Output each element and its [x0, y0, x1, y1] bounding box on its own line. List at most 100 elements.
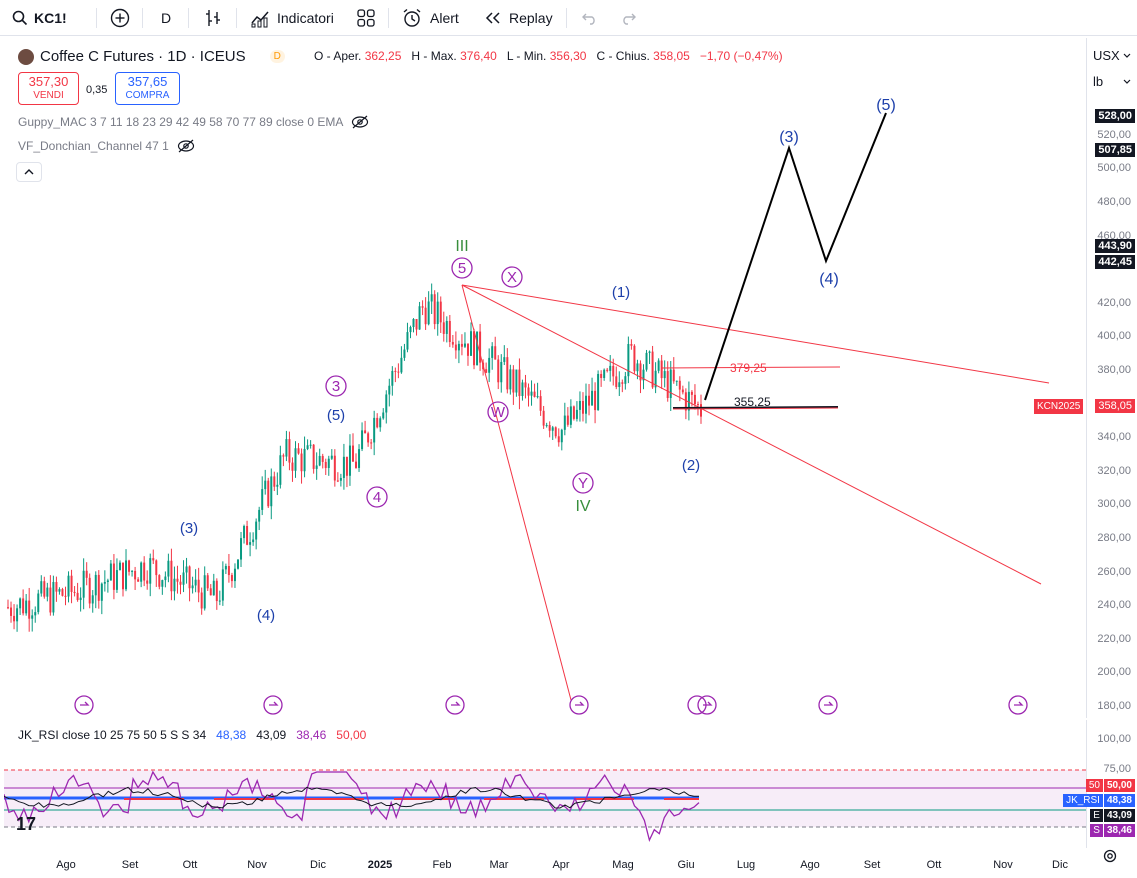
- candle-body: [451, 341, 454, 345]
- candle-body: [466, 343, 469, 356]
- candle-body: [103, 582, 106, 584]
- candle-body: [648, 351, 651, 353]
- candle-body: [25, 600, 28, 614]
- chart-legend-title[interactable]: Coffee C Futures · 1D · ICEUS D: [18, 48, 285, 65]
- candle-body: [557, 436, 560, 443]
- candle-body: [336, 480, 339, 482]
- price-chart-canvas[interactable]: (3) (4) (5) 3 4 5 III X W Y IV (1) (2) (…: [4, 38, 1086, 718]
- indicator-guppy[interactable]: Guppy_MAC 3 7 11 18 23 29 42 49 58 70 77…: [18, 115, 369, 129]
- candle-body: [460, 343, 463, 347]
- time-axis-label: Lug: [736, 859, 756, 871]
- candle-body: [339, 477, 342, 481]
- candle-body: [273, 476, 276, 487]
- candle-body: [100, 583, 103, 601]
- chevron-down-icon: [1123, 53, 1131, 58]
- candle-body: [288, 439, 291, 463]
- indicators-button[interactable]: Indicatori: [250, 0, 334, 36]
- wave-label: (1): [612, 284, 630, 301]
- candle-body: [270, 476, 273, 507]
- candle-body: [615, 376, 618, 387]
- rsi-axis[interactable]: 100,00 75,00 50 50,00 JK_RSI 48,38 E 43,09 …: [1063, 720, 1137, 848]
- compare-symbol-button[interactable]: [110, 0, 130, 36]
- collapse-legend-button[interactable]: [16, 162, 42, 182]
- unit-selector[interactable]: lb: [1089, 70, 1135, 92]
- candle-body: [221, 569, 224, 601]
- time-axis[interactable]: Ago Set Ott Nov Dic 2025 Feb Mar Apr Mag Giu Lug Ago…: [4, 848, 1086, 878]
- candle-body: [309, 444, 312, 446]
- layouts-button[interactable]: [357, 0, 375, 36]
- indicator-donchian-label: VF_Donchian_Channel 47 1: [18, 139, 169, 153]
- price-axis-tick: 340,00: [1097, 431, 1131, 444]
- chart-area[interactable]: (3) (4) (5) 3 4 5 III X W Y IV (1) (2) (…: [0, 38, 1137, 878]
- eye-hidden-icon[interactable]: [177, 139, 195, 153]
- candle-body: [315, 465, 318, 469]
- candle-body: [651, 351, 654, 388]
- eye-hidden-icon[interactable]: [351, 115, 369, 129]
- candle-body: [621, 382, 624, 384]
- candle-body: [609, 365, 612, 371]
- main-price-pane[interactable]: (3) (4) (5) 3 4 5 III X W Y IV (1) (2) (…: [4, 38, 1086, 718]
- redo-button[interactable]: [619, 0, 637, 36]
- candle-body: [282, 455, 285, 457]
- candle-body: [128, 560, 131, 572]
- price-axis-tick: 300,00: [1097, 498, 1131, 511]
- candle-body: [491, 346, 494, 358]
- candle-body: [46, 587, 49, 597]
- candle-body: [515, 369, 518, 393]
- price-axis[interactable]: USX lb 520,00 500,00 480,00 460,00 420,00 400…: [1086, 38, 1137, 718]
- candle-body: [654, 370, 657, 388]
- candle-body: [76, 592, 79, 601]
- buy-button[interactable]: 357,65 COMPRA: [115, 72, 180, 105]
- currency-selector[interactable]: USX: [1089, 44, 1135, 66]
- candle-body: [497, 359, 500, 383]
- candle-body: [342, 456, 345, 478]
- candle-body: [442, 322, 445, 334]
- bar-chart-type-icon: [206, 10, 220, 26]
- candle-body: [118, 562, 121, 571]
- alert-button[interactable]: Alert: [402, 0, 459, 36]
- time-axis-label: Dic: [310, 859, 326, 871]
- sell-button[interactable]: 357,30 VENDI: [18, 72, 79, 105]
- candle-body: [312, 444, 315, 469]
- indicator-donchian[interactable]: VF_Donchian_Channel 47 1: [18, 139, 195, 153]
- candle-body: [603, 369, 606, 378]
- price-axis-tick: 180,00: [1097, 700, 1131, 712]
- candle-body: [215, 580, 218, 602]
- symbol-search-button[interactable]: KC1!: [12, 0, 67, 36]
- candle-body: [388, 385, 391, 395]
- chevron-down-icon: [1123, 79, 1131, 84]
- price-tag-507: 507,85: [1095, 143, 1135, 157]
- candle-body: [264, 480, 267, 490]
- marker-arrows: [80, 701, 1024, 706]
- replay-button[interactable]: Replay: [484, 0, 553, 36]
- candle-body: [55, 581, 58, 592]
- candle-body: [355, 461, 358, 468]
- candle-body: [597, 373, 600, 411]
- candle-body: [212, 580, 215, 596]
- candle-body: [294, 448, 297, 471]
- time-axis-label: Mar: [489, 859, 509, 871]
- undo-button[interactable]: [581, 0, 599, 36]
- alarm-clock-icon: [403, 8, 421, 27]
- rsi-legend[interactable]: JK_RSI close 10 25 75 50 5 S S 34 48,38 …: [18, 728, 367, 742]
- candle-body: [700, 404, 702, 417]
- rsi-chart-canvas[interactable]: 17: [4, 720, 1086, 848]
- upper-trendline: [461, 284, 1050, 384]
- candle-body: [379, 418, 382, 428]
- candle-body: [37, 593, 40, 613]
- candle-body: [34, 612, 37, 616]
- candle-body: [306, 445, 309, 449]
- interval-button[interactable]: D: [161, 0, 171, 36]
- candle-body: [591, 390, 594, 406]
- rsi-pane[interactable]: 17 JK_RSI close 10 25 75 50 5 S S 34 48,…: [4, 720, 1086, 878]
- data-source-badge: D: [269, 50, 285, 63]
- price-axis-tick: 280,00: [1097, 532, 1131, 544]
- candle-body: [28, 600, 31, 619]
- candle-body: [427, 301, 430, 325]
- price-tag-443: 443,90: [1095, 239, 1135, 253]
- time-axis-label: Nov: [247, 859, 267, 871]
- wave-label: (3): [779, 129, 799, 146]
- candle-body: [666, 371, 669, 398]
- chart-type-button[interactable]: [204, 0, 222, 36]
- settings-gear-button[interactable]: [1102, 848, 1122, 868]
